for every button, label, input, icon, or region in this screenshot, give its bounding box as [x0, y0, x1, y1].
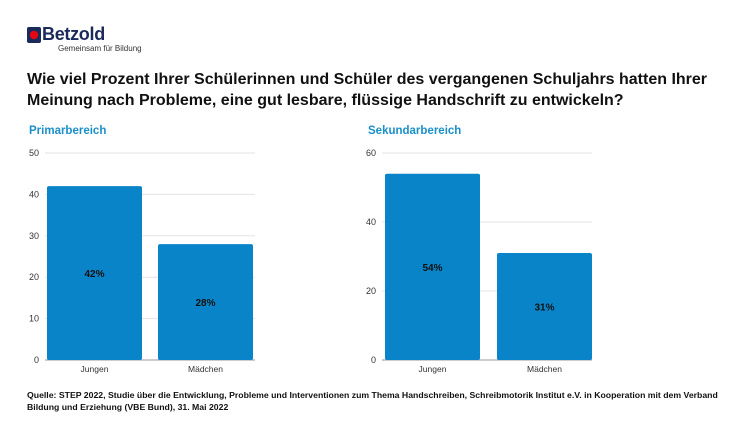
chart-title-primary: Primarbereich	[29, 125, 107, 137]
x-tick-label: Jungen	[81, 364, 109, 374]
y-tick-label: 0	[371, 355, 376, 365]
bar-jungen	[47, 186, 142, 360]
bar-maedchen	[497, 253, 592, 360]
bar-maedchen	[158, 244, 253, 360]
y-tick-label: 10	[29, 314, 39, 324]
data-label: 28%	[195, 298, 215, 309]
source-note: Quelle: STEP 2022, Studie über die Entwi…	[27, 390, 718, 412]
data-label: 54%	[422, 263, 442, 274]
y-tick-label: 50	[29, 148, 39, 158]
y-tick-label: 40	[366, 217, 376, 227]
x-tick-label: Jungen	[419, 364, 447, 374]
data-label: 42%	[84, 269, 104, 280]
data-label: 31%	[534, 303, 554, 314]
x-tick-label: Mädchen	[527, 364, 562, 374]
y-tick-label: 20	[29, 272, 39, 282]
question-title: Wie viel Prozent Ihrer Schülerinnen und …	[27, 71, 708, 109]
brand-tagline: Gemeinsam für Bildung	[58, 44, 142, 53]
bar-jungen	[385, 173, 480, 360]
y-tick-label: 20	[366, 286, 376, 296]
betzold-logo-icon	[27, 27, 41, 43]
y-tick-label: 40	[29, 189, 39, 199]
y-tick-label: 30	[29, 231, 39, 241]
y-tick-label: 0	[34, 355, 39, 365]
x-tick-label: Mädchen	[188, 364, 223, 374]
brand-logo: Betzold Gemeinsam für Bildung	[27, 24, 157, 55]
y-tick-label: 60	[366, 148, 376, 158]
brand-name: Betzold	[42, 24, 105, 44]
chart-title-secondary: Sekundarbereich	[368, 125, 462, 137]
